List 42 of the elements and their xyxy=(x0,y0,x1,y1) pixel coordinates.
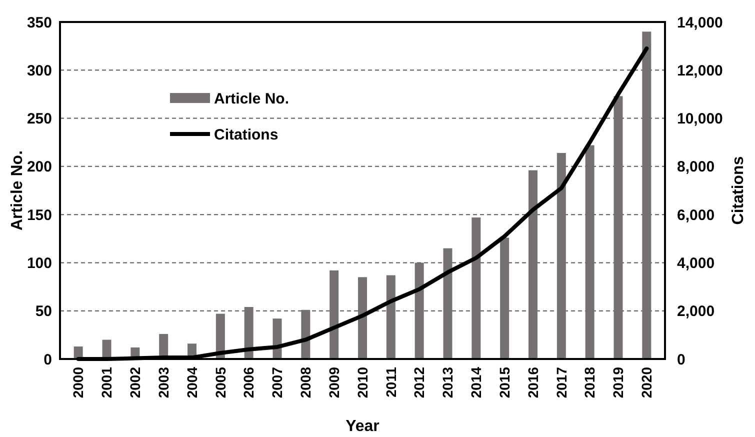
x-tick-label: 2013 xyxy=(440,366,456,398)
y2-tick-label: 10,000 xyxy=(677,110,723,128)
x-tick-label: 2000 xyxy=(70,366,86,398)
y2-tick-label: 2,000 xyxy=(677,303,715,320)
x-tick-label: 2009 xyxy=(326,366,342,398)
x-tick-label: 2019 xyxy=(610,366,626,398)
y-tick-label: 250 xyxy=(26,110,52,128)
x-tick-label: 2004 xyxy=(184,366,200,398)
y-tick-label: 350 xyxy=(26,14,52,32)
y-tick-label: 150 xyxy=(26,206,52,224)
x-tick-label: 2003 xyxy=(155,366,172,398)
y-axis-title: Article No. xyxy=(9,150,26,231)
y2-tick-label: 8,000 xyxy=(677,158,715,176)
y2-tick-label: 0 xyxy=(677,351,686,368)
y-tick-label: 300 xyxy=(26,62,52,80)
x-tick-label: 2020 xyxy=(638,366,655,398)
y2-tick-label: 12,000 xyxy=(677,62,723,80)
x-tick-label: 2010 xyxy=(354,366,370,398)
x-tick-label: 2006 xyxy=(240,366,257,398)
x-tick-label: 2001 xyxy=(98,366,115,398)
x-tick-label: 2002 xyxy=(127,366,144,398)
y-tick-label: 100 xyxy=(26,254,52,272)
legend-label: Citations xyxy=(214,126,278,144)
y2-tick-label: 6,000 xyxy=(677,206,715,224)
x-tick-label: 2005 xyxy=(212,366,228,398)
x-tick-label: 2007 xyxy=(269,366,286,398)
x-tick-label: 2016 xyxy=(524,366,541,398)
x-tick-label: 2012 xyxy=(411,366,428,398)
x-tick-label: 2014 xyxy=(468,366,484,398)
y2-tick-label: 14,000 xyxy=(677,14,723,32)
x-tick-label: 2011 xyxy=(382,366,399,398)
x-tick-label: 2015 xyxy=(496,366,512,398)
x-tick-label: 2018 xyxy=(582,366,598,398)
y-tick-label: 200 xyxy=(26,158,52,176)
y-tick-label: 0 xyxy=(44,351,52,368)
x-tick-label: 2017 xyxy=(553,366,570,398)
legend-label: Article No. xyxy=(214,90,290,108)
y-tick-label: 50 xyxy=(35,303,52,320)
x-axis-title: Year xyxy=(346,418,380,435)
y2-tick-label: 4,000 xyxy=(677,254,715,272)
x-tick-label: 2008 xyxy=(298,366,314,398)
y2-axis-title: Citations xyxy=(730,156,747,225)
